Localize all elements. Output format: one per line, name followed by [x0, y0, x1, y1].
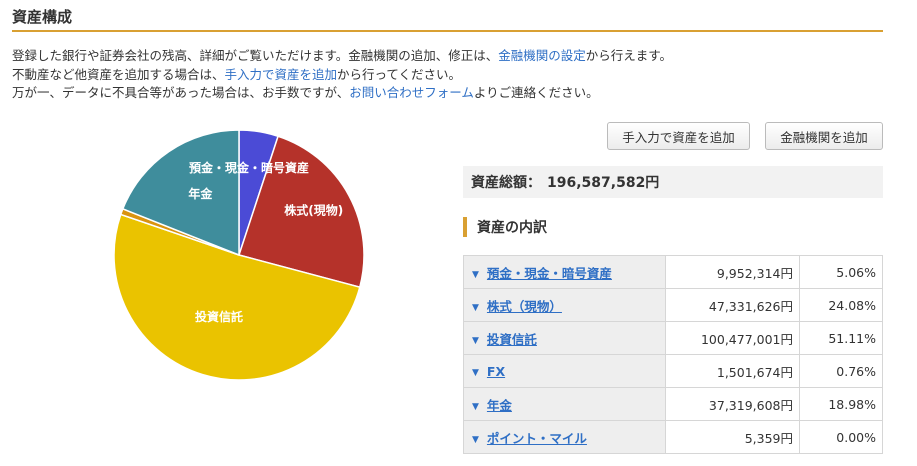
- chevron-down-icon[interactable]: ▼: [472, 302, 479, 313]
- table-row: ▼ ポイント・マイル 5,359円 0.00%: [463, 420, 883, 454]
- asset-percent: 18.98%: [799, 387, 883, 421]
- chevron-down-icon[interactable]: ▼: [472, 269, 479, 280]
- total-label: 資産総額：: [471, 175, 541, 191]
- page-title: 資産構成: [12, 8, 73, 26]
- table-row: ▼ 株式（現物） 47,331,626円 24.08%: [463, 288, 883, 322]
- asset-breakdown-table: ▼ 預金・現金・暗号資産 9,952,314円 5.06% ▼ 株式（現物） 47,…: [463, 255, 883, 454]
- table-row: ▼ 預金・現金・暗号資産 9,952,314円 5.06%: [463, 255, 883, 289]
- category-link[interactable]: 預金・現金・暗号資産: [486, 265, 612, 281]
- breakdown-heading-text: 資産の内訳: [477, 220, 547, 236]
- total-value: 196,587,582円: [547, 175, 660, 191]
- chevron-down-icon[interactable]: ▼: [472, 367, 479, 378]
- contact-form-link[interactable]: お問い合わせフォーム: [349, 85, 474, 100]
- asset-percent: 0.00%: [799, 420, 883, 454]
- pie-slice-4: [121, 129, 240, 257]
- pie-label-2: 投資信託: [195, 309, 243, 324]
- table-row: ▼ 年金 37,319,608円 18.98%: [463, 387, 883, 421]
- table-row: ▼ FX 1,501,674円 0.76%: [463, 354, 883, 388]
- asset-percent: 24.08%: [799, 288, 883, 322]
- title-divider: [12, 30, 883, 32]
- breakdown-heading: 資産の内訳: [463, 216, 547, 238]
- category-link[interactable]: 年金: [486, 397, 512, 413]
- asset-percent: 0.76%: [799, 354, 883, 388]
- heading-accent-bar: [463, 217, 467, 237]
- pie-slice-1: [238, 135, 365, 289]
- manual-add-link[interactable]: 手入力で資産を追加: [224, 66, 338, 82]
- asset-amount: 1,501,674円: [665, 354, 800, 388]
- asset-amount: 37,319,608円: [665, 387, 800, 421]
- description-line-3: 万が一、データに不具合等があった場合は、お手数ですが、お問い合わせフォームよりご…: [12, 85, 599, 100]
- description-line-1: 登録した銀行や証券会社の残高、詳細がご覧いただけます。金融機関の追加、修正は、金…: [12, 48, 673, 63]
- total-assets: 資産総額： 196,587,582円: [463, 166, 883, 198]
- asset-percent: 5.06%: [799, 255, 883, 289]
- asset-amount: 47,331,626円: [665, 288, 800, 322]
- institution-settings-link[interactable]: 金融機関の設定: [498, 48, 586, 63]
- pie-slice-2: [113, 213, 361, 381]
- pie-label-4: 年金: [188, 186, 213, 201]
- pie-label-1: 株式(現物): [284, 203, 343, 218]
- chevron-down-icon[interactable]: ▼: [472, 335, 479, 346]
- category-link[interactable]: 株式（現物）: [486, 298, 562, 314]
- description-line-2: 不動産など他資産を追加する場合は、手入力で資産を追加から行ってください。: [12, 66, 462, 82]
- add-manual-asset-button[interactable]: 手入力で資産を追加: [607, 122, 750, 150]
- asset-amount: 100,477,001円: [665, 321, 800, 355]
- add-institution-button[interactable]: 金融機関を追加: [765, 122, 883, 150]
- table-row: ▼ 投資信託 100,477,001円 51.11%: [463, 321, 883, 355]
- asset-pie-chart: 預金・現金・暗号資産株式(現物) 投資信託 年金: [108, 124, 370, 386]
- asset-percent: 51.11%: [799, 321, 883, 355]
- category-link[interactable]: 投資信託: [486, 331, 537, 347]
- category-link[interactable]: FX: [486, 363, 506, 379]
- category-link[interactable]: ポイント・マイル: [486, 430, 587, 446]
- description: 登録した銀行や証券会社の残高、詳細がご覧いただけます。金融機関の追加、修正は、金…: [12, 47, 672, 103]
- asset-amount: 5,359円: [665, 420, 800, 454]
- chevron-down-icon[interactable]: ▼: [472, 434, 479, 445]
- chevron-down-icon[interactable]: ▼: [472, 401, 479, 412]
- pie-label-0: 預金・現金・暗号資産: [189, 160, 309, 175]
- asset-amount: 9,952,314円: [665, 255, 800, 289]
